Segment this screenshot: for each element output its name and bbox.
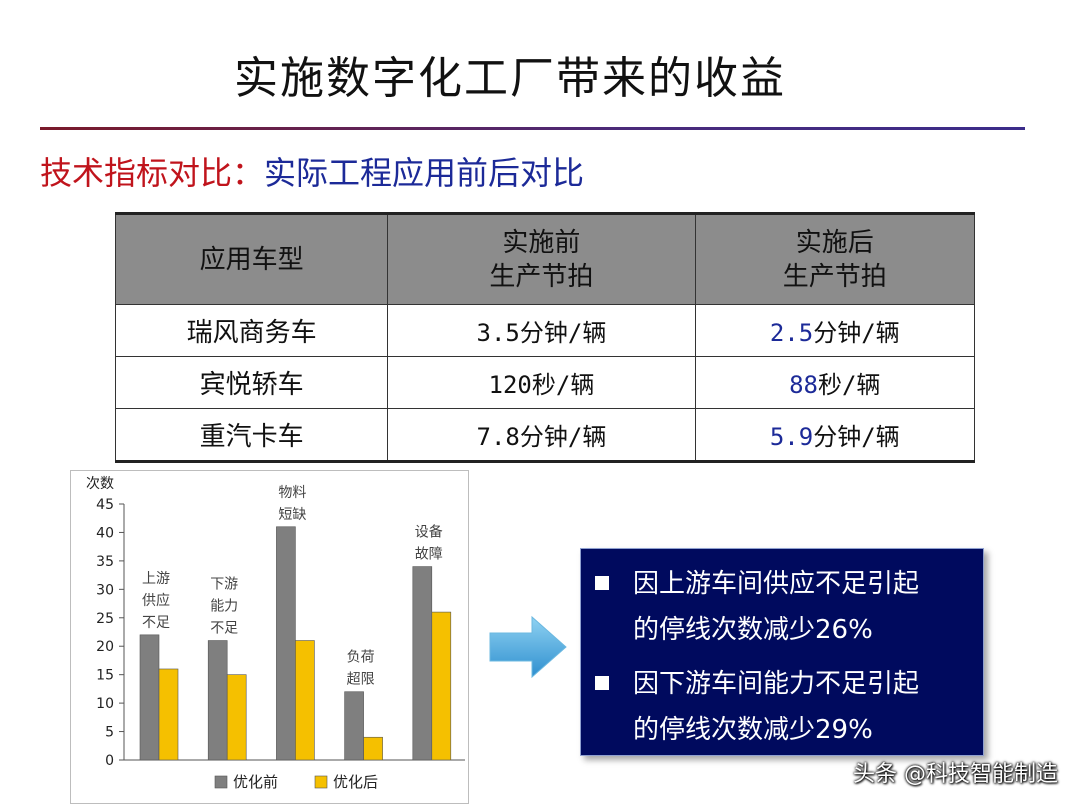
category-label: 物料 [278,485,306,501]
cell-after-number: 2.5 [769,319,814,347]
cell-after: 88秒/辆 [694,356,976,409]
table-row: 瑞风商务车 3.5分钟/辆 2.5分钟/辆 [114,304,976,357]
y-tick-label: 0 [105,753,114,769]
bar-before [276,526,296,761]
chart-frame [70,470,469,804]
cell-model: 瑞风商务车 [114,304,389,357]
cell-after: 2.5分钟/辆 [694,304,976,357]
callout-line: 的停线次数减少26% [633,615,873,645]
callout-line: 的停线次数减少29% [633,715,873,745]
bar-after [226,674,247,761]
bar-before [139,634,160,761]
table-row: 重汽卡车 7.8分钟/辆 5.9分钟/辆 [114,408,976,463]
category-label: 不足 [142,615,170,631]
watermark: 头条 @科技智能制造 [853,762,1058,787]
cell-model: 重汽卡车 [114,408,389,463]
y-tick-label: 35 [96,554,114,570]
bar-after [158,668,179,761]
category-label: 供应 [142,592,170,609]
y-tick-label: 10 [96,696,114,712]
y-tick-label: 30 [96,582,114,598]
header-model: 应用车型 [114,212,389,305]
comparison-table: 应用车型 实施前 生产节拍 实施后 生产节拍 瑞风商务车 3.5分钟/辆 2.5… [114,212,976,463]
bar-before [412,566,433,761]
y-tick-label: 15 [96,668,114,684]
category-label: 设备 [415,524,443,541]
bullet-square-icon [595,576,609,590]
category-label: 负荷 [347,650,375,666]
y-tick-label: 40 [96,525,114,541]
cell-after-unit: 分钟/辆 [813,319,900,347]
category-label: 不足 [210,621,238,637]
cell-after-number: 88 [789,371,818,399]
subtitle-label: 技术指标对比： [40,154,265,192]
cell-after-number: 5.9 [769,423,814,451]
table-header-row: 应用车型 实施前 生产节拍 实施后 生产节拍 [114,212,976,305]
arrow-shape [489,615,567,679]
cell-after: 5.9分钟/辆 [694,408,976,463]
y-axis-label: 次数 [86,476,114,492]
bar-before [207,640,228,761]
title-divider [40,127,1025,130]
section-subtitle: 技术指标对比：实际工程应用前后对比 [40,148,584,194]
y-tick-label: 45 [96,497,114,513]
benefit-callout-box: 因上游车间供应不足引起 的停线次数减少26% 因下游车间能力不足引起 的停线次数… [580,548,984,756]
bar-after [295,640,315,761]
header-before-line2: 生产节拍 [489,261,594,292]
header-before-line1: 实施前 [502,227,581,258]
category-label: 超限 [347,672,375,688]
bar-after [363,736,383,761]
subtitle-text: 实际工程应用前后对比 [264,154,585,192]
header-before: 实施前 生产节拍 [387,212,696,305]
right-arrow-icon [489,615,567,679]
cell-before: 3.5分钟/辆 [387,304,696,357]
category-label: 上游 [142,571,170,587]
category-label: 能力 [210,599,238,615]
cell-after-unit: 秒/辆 [817,371,881,399]
bar-after [431,611,452,761]
legend-swatch [314,775,328,789]
cell-model: 宾悦轿车 [114,356,389,409]
category-label: 故障 [415,547,443,563]
callout-line: 因上游车间供应不足引起 [633,569,920,599]
bullet-square-icon [595,676,609,690]
y-tick-label: 20 [96,639,114,655]
header-after: 实施后 生产节拍 [694,212,976,305]
cell-after-unit: 分钟/辆 [813,423,900,451]
y-tick-label: 5 [105,725,114,741]
legend-label: 优化前 [233,773,278,791]
header-after-line2: 生产节拍 [782,261,887,292]
page-title: 实施数字化工厂带来的收益 [234,53,786,104]
legend-label: 优化后 [333,773,378,791]
cell-before: 7.8分钟/辆 [387,408,696,463]
callout-line: 因下游车间能力不足引起 [633,669,920,699]
category-label: 下游 [210,577,238,593]
category-label: 短缺 [278,507,306,523]
cell-before: 120秒/辆 [387,356,696,409]
header-after-line1: 实施后 [795,227,874,258]
legend-swatch [214,775,228,789]
table-row: 宾悦轿车 120秒/辆 88秒/辆 [114,356,976,409]
y-tick-label: 25 [96,611,114,627]
bar-before [344,691,364,761]
